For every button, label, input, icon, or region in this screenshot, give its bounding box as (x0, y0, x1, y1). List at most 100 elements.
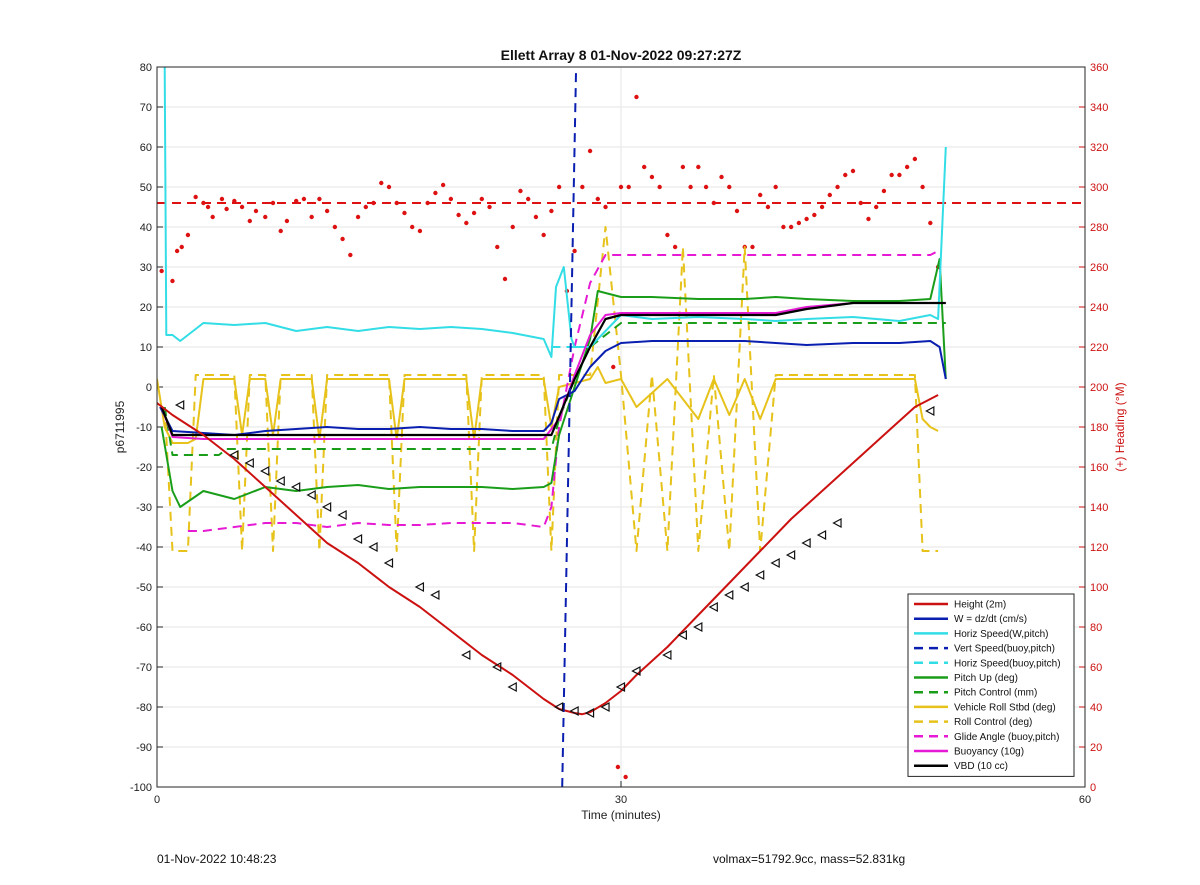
x-tick-label: 60 (1079, 794, 1091, 806)
y-tick-label: -60 (136, 622, 152, 634)
heading-point (317, 196, 322, 202)
legend-label: Vert Speed(buoy,pitch) (954, 644, 1055, 655)
y2-tick-label: 60 (1090, 662, 1102, 674)
heading-point (340, 236, 345, 242)
heading-point (866, 216, 871, 222)
heading-point (719, 174, 724, 180)
y2-tick-label: 200 (1090, 382, 1108, 394)
heading-point (502, 276, 508, 282)
heading-point (210, 214, 215, 220)
legend-label: W = dz/dt (cm/s) (954, 614, 1027, 625)
heading-point (835, 184, 840, 190)
heading-point (379, 180, 384, 186)
dive-marker (677, 630, 687, 640)
dive-marker (754, 570, 765, 580)
dive-marker (306, 490, 316, 500)
x-tick-label: 30 (615, 794, 627, 806)
heading-point (850, 168, 856, 174)
chart-title: Ellett Array 8 01-Nov-2022 09:27:27Z (501, 47, 742, 63)
y-tick-label: 10 (140, 342, 152, 354)
heading-point (618, 184, 624, 190)
series-line-vbd (160, 301, 946, 437)
heading-point (193, 194, 198, 200)
heading-point (170, 278, 175, 284)
heading-point (672, 244, 678, 250)
dive-marker (553, 702, 564, 712)
heading-point (526, 196, 531, 202)
legend-label: Buoyancy (10g) (954, 747, 1024, 758)
heading-point (796, 220, 802, 226)
y2-tick-label: 280 (1090, 222, 1108, 234)
y2-tick-label: 360 (1090, 62, 1108, 74)
series-line-glide (187, 250, 939, 532)
y-tick-label: 0 (146, 382, 152, 394)
heading-point (758, 192, 763, 198)
heading-point (556, 184, 562, 190)
heading-point (270, 200, 276, 206)
y2-tick-label: 40 (1090, 702, 1102, 714)
y-tick-label: -10 (136, 422, 152, 434)
heading-point (284, 218, 290, 224)
legend-label: Roll Control (deg) (954, 717, 1032, 728)
heading-layer (157, 94, 1085, 780)
heading-point (580, 184, 585, 190)
y2-axis-label: (+) Heading (°M) (1113, 382, 1127, 471)
dive-marker (785, 550, 796, 560)
dive-marker (925, 406, 935, 416)
y2-tick-label: 240 (1090, 302, 1108, 314)
heading-point (657, 184, 662, 190)
heading-point (464, 220, 469, 226)
heading-point (727, 184, 732, 190)
x-axis-label: Time (minutes) (581, 808, 661, 822)
y-tick-label: -100 (130, 782, 152, 794)
heading-point (355, 214, 361, 220)
heading-point (278, 228, 283, 234)
heading-point (665, 232, 670, 238)
dive-marker (383, 558, 394, 568)
heading-point (920, 184, 925, 190)
heading-point (773, 184, 778, 190)
heading-point (348, 252, 353, 258)
heading-point (332, 224, 338, 230)
heading-point (812, 212, 817, 218)
y2-tick-label: 80 (1090, 622, 1102, 634)
y2-tick-label: 100 (1090, 582, 1108, 594)
heading-point (781, 224, 786, 230)
y-tick-label: 50 (140, 182, 152, 194)
dive-marker (693, 622, 703, 632)
heading-point (309, 214, 314, 220)
series-line-vert_buoy (561, 67, 578, 787)
heading-point (471, 210, 477, 216)
heading-point (703, 184, 709, 190)
legend: Height (2m) W = dz/dt (cm/s) Horiz Speed(W… (907, 593, 1075, 777)
dive-marker (321, 502, 332, 512)
heading-point (804, 216, 809, 222)
y2-tick-label: 320 (1090, 142, 1108, 154)
y2-tick-label: 0 (1090, 782, 1096, 794)
dive-marker (816, 530, 827, 540)
y-tick-label: -30 (136, 502, 152, 514)
heading-point (734, 208, 740, 214)
heading-point (479, 196, 484, 202)
y-tick-label: 30 (140, 262, 152, 274)
y2-tick-label: 160 (1090, 462, 1108, 474)
heading-point (174, 248, 180, 254)
legend-label: Glide Angle (buoy,pitch) (954, 732, 1059, 743)
heading-point (904, 164, 910, 170)
dive-marker (770, 558, 780, 568)
heading-point (765, 204, 771, 210)
heading-point (680, 164, 686, 170)
heading-point (433, 190, 438, 196)
heading-point (533, 214, 539, 220)
x-tick-label: 0 (154, 794, 160, 806)
heading-point (649, 174, 655, 180)
dive-marker (491, 662, 502, 672)
dive-marker (832, 518, 842, 528)
dive-marker (244, 458, 254, 468)
heading-point (881, 188, 887, 194)
heading-point (928, 220, 933, 226)
dive-marker (507, 682, 517, 692)
legend-label: Horiz Speed(W,pitch) (954, 629, 1048, 640)
y-tick-label: 80 (140, 62, 152, 74)
heading-point (874, 204, 879, 210)
